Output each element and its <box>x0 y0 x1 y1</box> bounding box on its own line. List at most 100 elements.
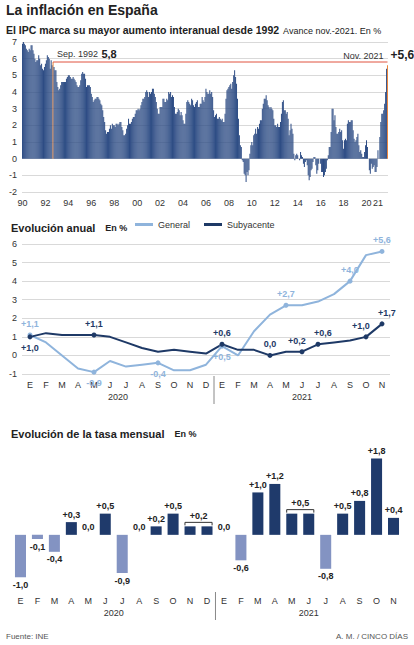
svg-text:3: 3 <box>12 295 17 305</box>
svg-text:A: A <box>139 380 145 390</box>
svg-text:S: S <box>347 380 353 390</box>
svg-text:6: 6 <box>12 239 17 249</box>
svg-text:12: 12 <box>270 198 280 208</box>
svg-text:-0,9: -0,9 <box>114 576 130 586</box>
svg-text:S: S <box>155 380 161 390</box>
svg-text:A: A <box>272 596 278 606</box>
svg-text:J: J <box>300 380 305 390</box>
svg-text:N: N <box>187 596 194 606</box>
svg-text:J: J <box>316 380 321 390</box>
svg-text:+0,5: +0,5 <box>164 501 182 511</box>
svg-text:O: O <box>362 380 369 390</box>
svg-text:A: A <box>136 596 142 606</box>
svg-text:-1,0: -1,0 <box>13 580 29 590</box>
svg-text:A: A <box>75 380 81 390</box>
svg-text:+0,5: +0,5 <box>291 498 309 508</box>
svg-text:4: 4 <box>12 87 17 97</box>
svg-text:94: 94 <box>63 198 73 208</box>
svg-text:O: O <box>373 596 380 606</box>
svg-text:0,0: 0,0 <box>218 522 231 532</box>
svg-text:+0,5: +0,5 <box>96 501 114 511</box>
svg-text:06: 06 <box>201 198 211 208</box>
svg-text:+0,2: +0,2 <box>190 511 208 521</box>
svg-text:En %: En % <box>174 429 196 439</box>
svg-text:-0,4: -0,4 <box>47 554 63 564</box>
svg-text:08: 08 <box>224 198 234 208</box>
svg-text:18: 18 <box>339 198 349 208</box>
svg-text:3: 3 <box>12 104 17 114</box>
svg-text:E: E <box>219 380 225 390</box>
svg-text:J: J <box>108 380 113 390</box>
svg-text:1: 1 <box>12 332 17 342</box>
svg-text:2020: 2020 <box>108 392 128 402</box>
svg-text:-1: -1 <box>9 369 17 379</box>
svg-text:S: S <box>153 596 159 606</box>
svg-text:-2: -2 <box>9 187 17 197</box>
svg-text:E: E <box>27 380 33 390</box>
svg-text:M: M <box>85 596 93 606</box>
svg-text:0,0: 0,0 <box>82 522 95 532</box>
svg-text:20: 20 <box>361 198 371 208</box>
svg-text:90: 90 <box>17 198 27 208</box>
svg-text:J: J <box>103 596 108 606</box>
svg-text:-0,1: -0,1 <box>30 542 46 552</box>
svg-text:16: 16 <box>316 198 326 208</box>
svg-text:+0,4: +0,4 <box>385 505 403 515</box>
svg-text:E: E <box>221 596 227 606</box>
svg-text:M: M <box>282 380 290 390</box>
svg-text:+1,0: +1,0 <box>352 321 370 331</box>
svg-text:0: 0 <box>12 154 17 164</box>
svg-text:+1,0: +1,0 <box>249 480 267 490</box>
svg-text:4: 4 <box>12 276 17 286</box>
svg-text:0,0: 0,0 <box>264 339 277 349</box>
svg-text:02: 02 <box>155 198 165 208</box>
svg-text:98: 98 <box>109 198 119 208</box>
svg-text:N: N <box>379 380 386 390</box>
svg-text:O: O <box>170 380 177 390</box>
svg-text:+1,2: +1,2 <box>266 471 284 481</box>
svg-text:M: M <box>254 596 262 606</box>
svg-text:A: A <box>340 596 346 606</box>
svg-text:A: A <box>68 596 74 606</box>
svg-text:N: N <box>390 596 397 606</box>
svg-text:A: A <box>267 380 273 390</box>
svg-text:04: 04 <box>178 198 188 208</box>
svg-text:N: N <box>187 380 194 390</box>
svg-text:92: 92 <box>40 198 50 208</box>
svg-text:F: F <box>35 596 41 606</box>
svg-text:D: D <box>203 380 210 390</box>
svg-text:F: F <box>43 380 49 390</box>
svg-text:6: 6 <box>12 54 17 64</box>
svg-text:F: F <box>238 596 244 606</box>
svg-text:1: 1 <box>12 137 17 147</box>
svg-text:+1,0: +1,0 <box>21 343 39 353</box>
svg-text:+1,7: +1,7 <box>378 308 396 318</box>
svg-text:+0,2: +0,2 <box>147 514 165 524</box>
svg-text:O: O <box>170 596 177 606</box>
svg-text:-0,6: -0,6 <box>233 563 249 573</box>
svg-text:+0,8: +0,8 <box>351 488 369 498</box>
svg-text:J: J <box>124 380 129 390</box>
svg-text:00: 00 <box>132 198 142 208</box>
svg-text:En %: En % <box>105 223 127 233</box>
svg-text:2: 2 <box>12 120 17 130</box>
svg-text:M: M <box>51 596 59 606</box>
svg-text:5,8: 5,8 <box>101 48 116 60</box>
svg-text:+0,6: +0,6 <box>213 328 231 338</box>
svg-text:+5,6: +5,6 <box>373 235 391 245</box>
svg-text:+5,6: +5,6 <box>391 48 414 62</box>
svg-text:Evolución anual: Evolución anual <box>11 222 95 234</box>
svg-text:7: 7 <box>12 37 17 47</box>
svg-text:+2,7: +2,7 <box>277 289 295 299</box>
svg-text:Evolución de la tasa mensual: Evolución de la tasa mensual <box>11 428 164 440</box>
svg-text:-0,8: -0,8 <box>318 571 334 581</box>
svg-text:+0,5: +0,5 <box>213 352 231 362</box>
svg-text:Sep. 1992: Sep. 1992 <box>57 49 98 59</box>
svg-text:E: E <box>17 596 23 606</box>
svg-text:S: S <box>357 596 363 606</box>
svg-text:+0,3: +0,3 <box>62 510 80 520</box>
svg-text:0,0: 0,0 <box>133 522 146 532</box>
svg-text:Nov. 2021: Nov. 2021 <box>343 51 383 61</box>
svg-text:+4,0: +4,0 <box>341 265 359 275</box>
svg-text:+0,6: +0,6 <box>314 328 332 338</box>
